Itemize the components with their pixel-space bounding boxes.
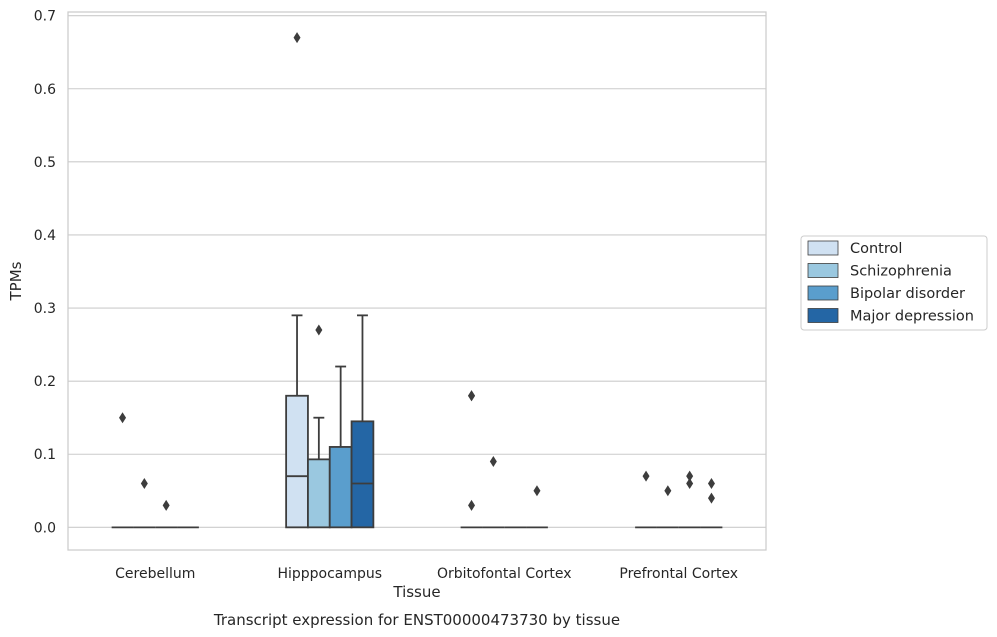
y-axis-ticks: 0.0 0.1 0.2 0.3 0.4 0.5 0.6 0.7 bbox=[34, 9, 56, 537]
legend-item: Major depression bbox=[807, 308, 974, 325]
legend: Control Schizophrenia Bipolar disorder Majo… bbox=[800, 235, 988, 331]
outlier-point bbox=[533, 485, 541, 497]
outlier-point bbox=[468, 499, 476, 511]
outlier-point bbox=[140, 477, 148, 489]
y-axis-label: TPMs bbox=[7, 261, 25, 301]
y-tick-label: 0.2 bbox=[34, 374, 56, 390]
x-axis-ticks: Cerebellum Hipppocampus Orbitofontal Corte… bbox=[115, 566, 738, 582]
y-tick-label: 0.7 bbox=[34, 9, 56, 25]
legend-item: Control bbox=[807, 240, 902, 257]
outlier-point bbox=[707, 492, 715, 504]
x-tick-label: Hipppocampus bbox=[277, 566, 382, 582]
plot-area-frame bbox=[67, 11, 767, 551]
legend-label: Control bbox=[850, 241, 902, 257]
outlier-point bbox=[686, 470, 694, 482]
outlier-point bbox=[293, 32, 301, 44]
legend-swatch bbox=[807, 285, 839, 301]
box-0-0 bbox=[111, 412, 134, 529]
box-0-1 bbox=[133, 477, 156, 529]
legend-label: Major depression bbox=[850, 309, 974, 325]
box-1-3 bbox=[350, 314, 375, 529]
y-tick-label: 0.3 bbox=[34, 301, 56, 317]
outlier-point bbox=[664, 485, 672, 497]
box-3-0 bbox=[635, 470, 657, 529]
outlier-point bbox=[468, 390, 476, 402]
chart-caption: Transcript expression for ENST0000047373… bbox=[213, 611, 620, 629]
outlier-point bbox=[119, 412, 127, 424]
box-2-1 bbox=[482, 456, 505, 529]
legend-label: Bipolar disorder bbox=[850, 286, 965, 302]
outlier-point bbox=[162, 499, 170, 511]
y-tick-label: 0.0 bbox=[34, 520, 56, 536]
box-body bbox=[307, 458, 331, 529]
outlier-point bbox=[707, 477, 715, 489]
box-1-1 bbox=[307, 324, 331, 529]
legend-item: Schizophrenia bbox=[807, 263, 952, 280]
box-1-0 bbox=[285, 32, 309, 529]
legend-item: Bipolar disorder bbox=[807, 285, 965, 302]
box-body bbox=[328, 446, 353, 529]
x-tick-label: Prefrontal Cortex bbox=[619, 566, 738, 582]
box-3-2 bbox=[678, 470, 701, 529]
box-3-1 bbox=[656, 485, 679, 529]
box-2-3 bbox=[526, 485, 548, 529]
outlier-point bbox=[315, 324, 323, 336]
box-0-2 bbox=[155, 499, 178, 529]
y-tick-label: 0.6 bbox=[34, 82, 56, 98]
box-3-3 bbox=[700, 477, 723, 529]
y-tick-label: 0.5 bbox=[34, 155, 56, 171]
legend-swatch bbox=[807, 263, 839, 278]
outlier-point bbox=[642, 470, 650, 482]
box-series bbox=[111, 32, 723, 529]
x-tick-label: Cerebellum bbox=[115, 566, 195, 582]
outlier-point bbox=[489, 456, 497, 468]
outlier-point bbox=[686, 477, 694, 489]
box-body bbox=[285, 394, 309, 529]
legend-label: Schizophrenia bbox=[850, 264, 952, 280]
y-tick-label: 0.1 bbox=[34, 447, 56, 463]
x-axis-label: Tissue bbox=[392, 583, 440, 601]
legend-frame bbox=[800, 235, 988, 331]
x-tick-label: Orbitofontal Cortex bbox=[437, 566, 572, 582]
legend-swatch bbox=[807, 308, 839, 323]
legend-swatch bbox=[807, 240, 839, 256]
grid-lines bbox=[68, 15, 766, 528]
box-2-0 bbox=[460, 390, 483, 529]
y-tick-label: 0.4 bbox=[34, 228, 56, 244]
box-body bbox=[350, 420, 375, 529]
box-1-2 bbox=[328, 365, 353, 529]
